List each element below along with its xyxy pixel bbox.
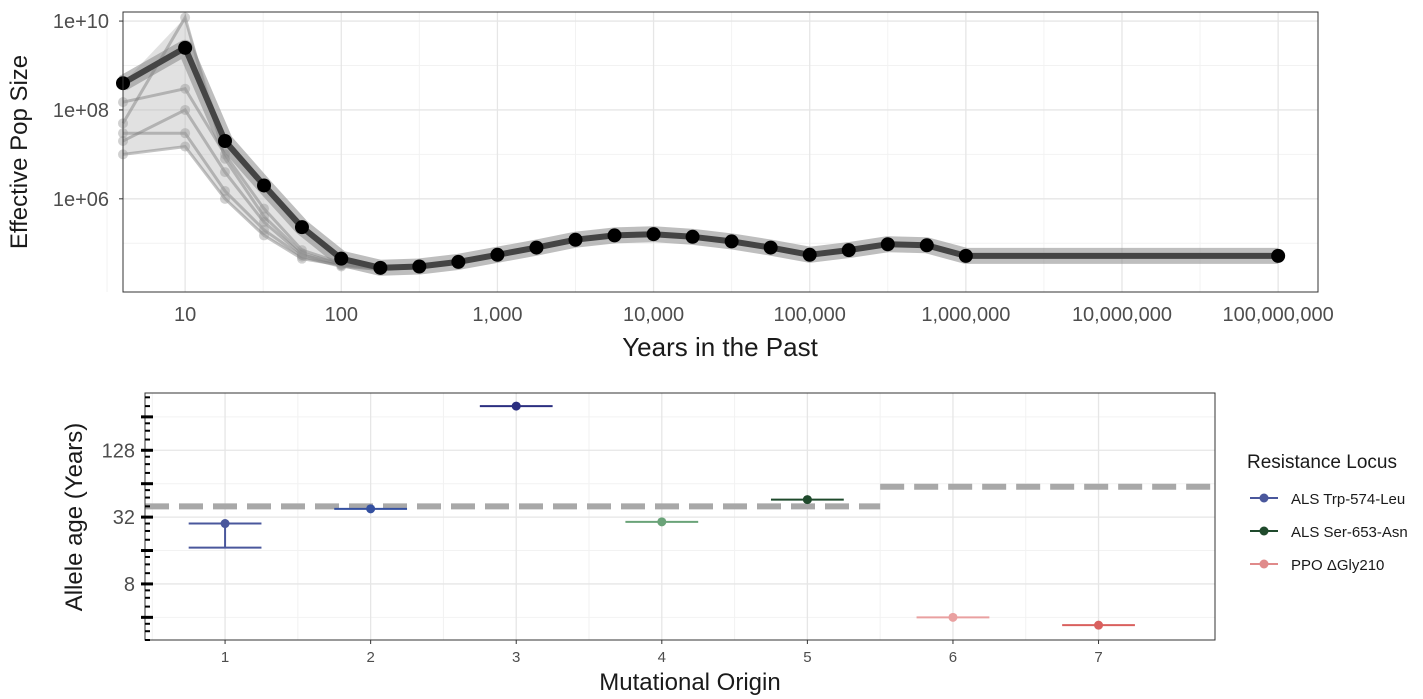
- replicate-point: [180, 104, 191, 115]
- bottom-y-minor-ticks: [141, 396, 153, 641]
- replicate-point: [296, 249, 307, 260]
- top-y-axis-title: Effective Pop Size: [6, 55, 33, 249]
- legend-label: ALS Trp-574-Leu: [1291, 491, 1405, 508]
- bottom-x-tick-labels: 1 2 3 4 5 6 7: [221, 640, 1103, 666]
- replicate-point: [259, 211, 270, 222]
- y-tick-label: 128: [102, 440, 135, 462]
- x-tick-label: 100: [325, 304, 358, 326]
- main-series-point: [958, 248, 973, 263]
- x-tick-label: 7: [1094, 649, 1102, 666]
- legend-label: ALS Ser-653-Asn: [1291, 524, 1408, 541]
- replicate-point: [180, 128, 191, 139]
- main-series-point: [607, 228, 622, 243]
- bottom-x-axis-title: Mutational Origin: [599, 669, 780, 696]
- main-series-point: [217, 134, 232, 149]
- main-series-point: [685, 229, 700, 244]
- main-series-point: [373, 260, 388, 275]
- main-series-point: [334, 251, 349, 266]
- x-tick-label: 1: [221, 649, 229, 666]
- x-tick-label: 2: [366, 649, 374, 666]
- y-tick-label: 1e+10: [53, 11, 109, 33]
- x-tick-label: 1,000: [472, 304, 522, 326]
- legend-entry: ALS Trp-574-Leu: [1250, 491, 1405, 508]
- legend-title: Resistance Locus: [1247, 452, 1397, 473]
- main-series-point: [568, 232, 583, 247]
- replicate-point: [296, 253, 307, 264]
- bottom-points: [188, 401, 1135, 630]
- main-series-point: [724, 234, 739, 249]
- x-tick-label: 6: [949, 649, 957, 666]
- replicate-point: [296, 251, 307, 262]
- main-series-point: [841, 243, 856, 258]
- replicate-point: [180, 12, 191, 23]
- top-plot-border: [122, 11, 1319, 293]
- x-tick-label: 10: [174, 304, 196, 326]
- main-series-point: [178, 40, 193, 55]
- main-series-point: [529, 240, 544, 255]
- replicate-point: [259, 203, 270, 214]
- x-tick-label: 10,000,000: [1072, 304, 1172, 326]
- bottom-y-axis-title: Allele age (Years): [61, 423, 88, 612]
- y-tick-label: 1e+08: [53, 100, 109, 122]
- legend-entries: ALS Trp-574-Leu ALS Ser-653-Asn PPO ΔGly21…: [1250, 491, 1408, 574]
- bottom-reference-lines: [145, 483, 1215, 510]
- y-tick-label: 1e+06: [53, 189, 109, 211]
- y-tick-label: 32: [113, 507, 135, 529]
- main-series-point: [763, 240, 778, 255]
- bottom-panel: 1 2 3 4 5 6 7 8 32 128 Mutational Origin Allele …: [61, 392, 1216, 696]
- legend: Resistance Locus ALS Trp-574-Leu ALS Ser-…: [1247, 452, 1408, 574]
- main-series-point: [802, 247, 817, 262]
- x-tick-label: 10,000: [623, 304, 684, 326]
- y-tick-label: 8: [124, 574, 135, 596]
- main-series-point: [451, 254, 466, 269]
- legend-label: PPO ΔGly210: [1291, 557, 1384, 574]
- replicate-point: [296, 248, 307, 259]
- main-series-point: [257, 178, 272, 193]
- legend-entry: ALS Ser-653-Asn: [1250, 524, 1408, 541]
- replicate-point: [219, 185, 230, 196]
- replicate-point: [259, 217, 270, 228]
- data-point: [948, 612, 958, 622]
- x-tick-label: 100,000: [774, 304, 846, 326]
- legend-key-point: [1259, 559, 1269, 569]
- legend-key-point: [1259, 493, 1269, 503]
- data-point: [366, 504, 376, 514]
- replicate-band: [123, 17, 498, 270]
- data-point: [220, 519, 230, 529]
- replicate-point: [180, 83, 191, 94]
- top-x-axis-title: Years in the Past: [622, 332, 818, 362]
- main-series-point: [294, 220, 309, 235]
- x-tick-label: 3: [512, 649, 520, 666]
- data-point: [802, 495, 812, 505]
- legend-entry: PPO ΔGly210: [1250, 557, 1384, 574]
- top-x-tick-labels: 10 100 1,000 10,000 100,000 1,000,000 10,000,0…: [174, 304, 1334, 326]
- top-main-series: [116, 39, 1286, 276]
- top-y-tick-labels: 1e+06 1e+08 1e+10: [53, 11, 123, 211]
- data-point: [657, 517, 667, 527]
- x-tick-label: 4: [658, 649, 666, 666]
- main-series-point: [412, 259, 427, 274]
- top-panel: 10 100 1,000 10,000 100,000 1,000,000 10,000,0…: [6, 11, 1334, 362]
- main-series-point: [1271, 248, 1286, 263]
- bottom-y-tick-labels: 8 32 128: [102, 440, 135, 596]
- replicate-point: [219, 167, 230, 178]
- main-series-point: [490, 247, 505, 262]
- bottom-grid: [145, 393, 1215, 640]
- main-series-point: [646, 227, 661, 242]
- main-series-point: [919, 238, 934, 253]
- replicate-point: [296, 245, 307, 256]
- replicate-point: [219, 193, 230, 204]
- replicate-point: [259, 230, 270, 241]
- replicate-point: [180, 141, 191, 152]
- x-tick-label: 100,000,000: [1223, 304, 1334, 326]
- replicate-point: [219, 153, 230, 164]
- x-tick-label: 1,000,000: [921, 304, 1010, 326]
- x-tick-label: 5: [803, 649, 811, 666]
- replicate-point: [259, 224, 270, 235]
- main-series-point: [880, 237, 895, 252]
- data-point: [511, 401, 521, 411]
- legend-key-point: [1259, 526, 1269, 536]
- data-point: [1094, 620, 1104, 630]
